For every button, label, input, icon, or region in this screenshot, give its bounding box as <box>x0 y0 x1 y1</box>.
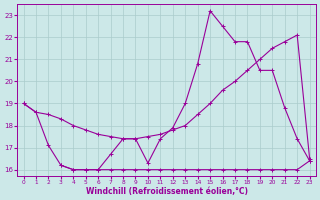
X-axis label: Windchill (Refroidissement éolien,°C): Windchill (Refroidissement éolien,°C) <box>85 187 248 196</box>
